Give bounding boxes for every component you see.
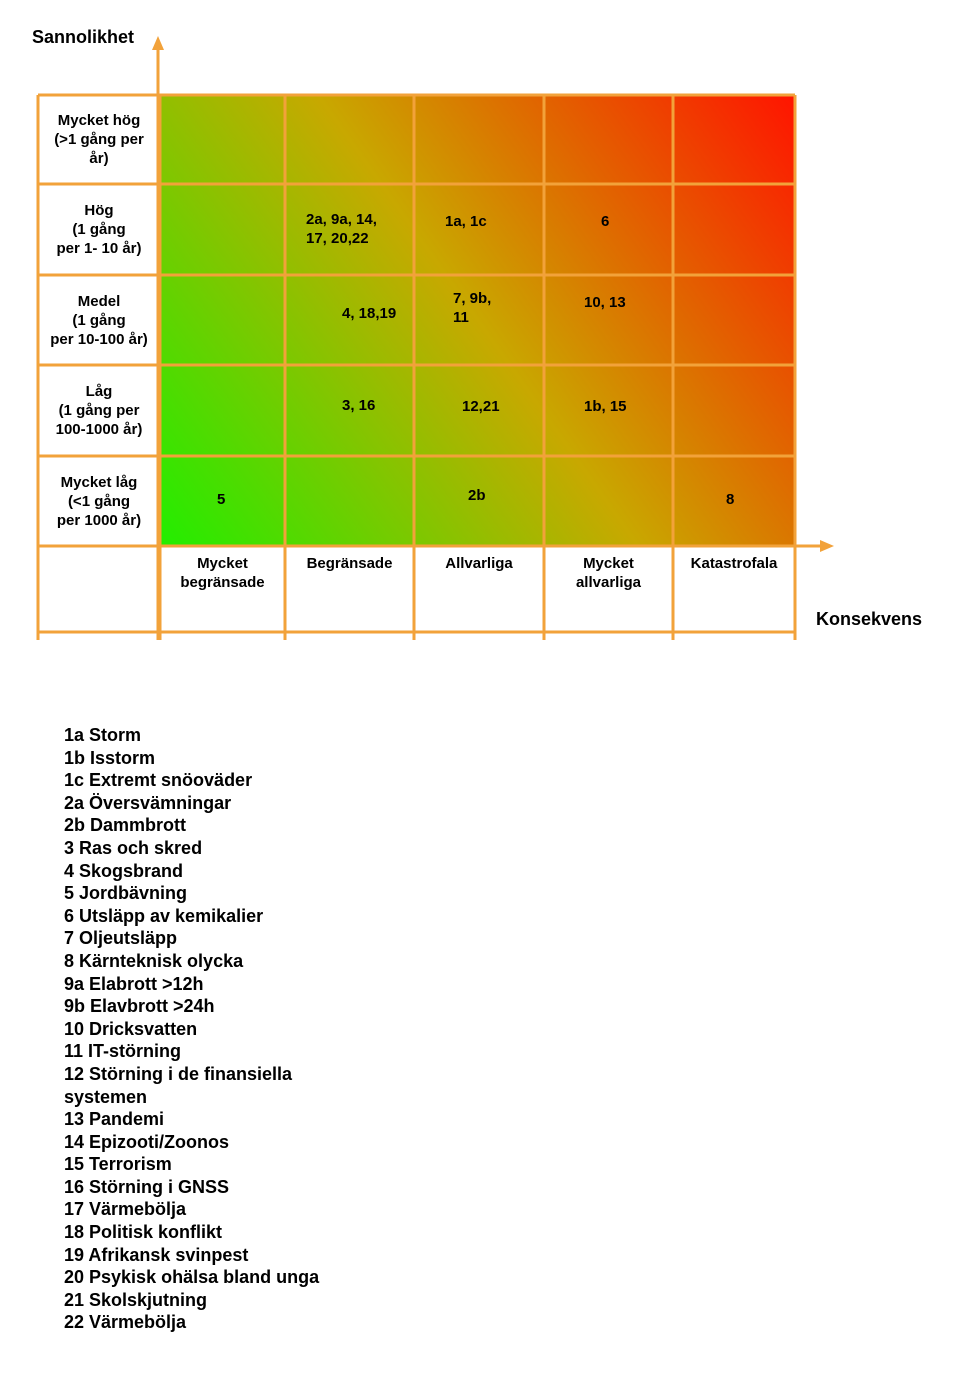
legend-item: 2a Översvämningar [64, 792, 232, 813]
legend-item: 21 Skolskjutning [64, 1289, 208, 1310]
row-label-4: Mycket låg (<1 gång per 1000 år) [56, 473, 142, 529]
row-label-2: Medel (1 gång per 10-100 år) [50, 292, 148, 348]
x-axis-arrow [820, 540, 834, 552]
cell-label-1-3: 6 [601, 213, 610, 230]
legend-item: 4 Skogsbrand [64, 860, 184, 881]
legend-item: 8 Kärnteknisk olycka [64, 950, 244, 971]
legend-item: 19 Afrikansk svinpest [64, 1244, 249, 1265]
legend-item: 9a Elabrott >12h [64, 973, 204, 994]
legend-item: 1a Storm [64, 725, 142, 745]
column-label-3: Mycket allvarliga [575, 555, 642, 591]
y-axis-title: Sannolikhet [32, 27, 135, 47]
legend-item: 11 IT-störning [64, 1041, 182, 1062]
cell-label-3-1: 3, 16 [342, 397, 376, 414]
column-label-2: Allvarliga [445, 555, 513, 572]
legend-item: 5 Jordbävning [64, 883, 188, 904]
legend-item: 1c Extremt snöoväder [64, 770, 253, 791]
legend-item: 1b Isstorm [64, 747, 156, 768]
legend-item: 16 Störning i GNSS [64, 1176, 230, 1197]
risk-matrix [36, 36, 834, 640]
legend-item: 6 Utsläpp av kemikalier [64, 905, 264, 926]
y-axis-arrow [152, 36, 164, 50]
cell-label-2-2: 7, 9b, 11 [453, 290, 492, 326]
cell-label-4-2: 2b [468, 487, 486, 504]
legend-item: 14 Epizooti/Zoonos [64, 1131, 229, 1152]
legend-item: 7 Oljeutsläpp [64, 928, 178, 949]
cell-label-1-2: 1a, 1c [445, 213, 487, 230]
column-label-1: Begränsade [306, 555, 393, 572]
row-label-3: Låg (1 gång per 100-1000 år) [55, 383, 143, 438]
column-label-4: Katastrofala [690, 555, 778, 572]
legend-item: 13 Pandemi [64, 1109, 165, 1130]
legend-item: 12 Störning i de finansiella systemen [64, 1063, 293, 1107]
cell-label-1-1: 2a, 9a, 14, 17, 20,22 [306, 211, 377, 247]
legend-item: 15 Terrorism [64, 1154, 172, 1175]
matrix-grid [36, 93, 797, 640]
legend-item: 3 Ras och skred [64, 837, 203, 858]
legend-item: 22 Värmebölja [64, 1312, 187, 1333]
legend-list: 1a Storm 1b Isstorm 1c Extremt snöoväder 2a… [64, 724, 324, 1334]
legend-item: 2b Dammbrott [64, 815, 187, 836]
cell-label-2-3: 10, 13 [584, 294, 626, 311]
legend-item: 18 Politisk konflikt [64, 1222, 223, 1243]
row-label-0: Mycket hög (>1 gång per år) [54, 112, 144, 167]
cell-label-4-0: 5 [217, 491, 226, 508]
legend-item: 20 Psykisk ohälsa bland unga [64, 1267, 320, 1288]
risk-gradient-area [160, 95, 795, 546]
axes [38, 36, 834, 640]
x-axis-title: Konsekvens [816, 609, 923, 629]
legend-item: 10 Dricksvatten [64, 1018, 198, 1039]
legend-item: 17 Värmebölja [64, 1199, 187, 1220]
cell-label-3-3: 1b, 15 [584, 398, 627, 415]
cell-label-3-2: 12,21 [462, 398, 500, 415]
cell-label-4-4: 8 [726, 491, 735, 508]
legend-item: 9b Elavbrott >24h [64, 996, 215, 1017]
row-label-1: Hög (1 gång per 1- 10 år) [56, 202, 142, 257]
column-label-0: Mycket begränsade [180, 555, 265, 591]
cell-label-2-1: 4, 18,19 [342, 305, 397, 322]
